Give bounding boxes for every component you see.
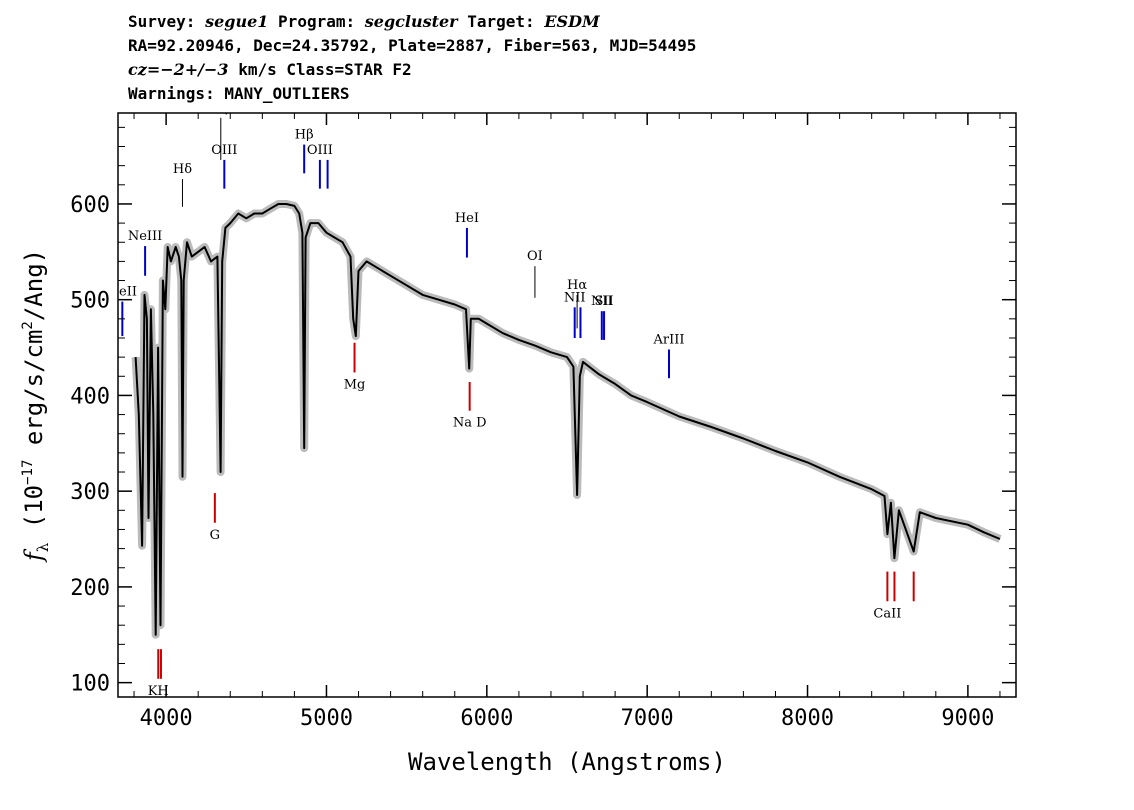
spectral-line-label-3: Hγ xyxy=(211,101,230,116)
spectral-line-label-21: CaII xyxy=(873,606,901,621)
spectral-line-label-6: OIII xyxy=(307,143,333,158)
x-tick-label-8000: 8000 xyxy=(781,706,834,731)
header-line-survey: Survey: segue1 Program: segcluster Targe… xyxy=(128,10,1088,34)
y-tick-label-100: 100 xyxy=(70,672,110,697)
header-line-redshift: cz=−2+/−3 km/s Class=STAR F2 xyxy=(128,58,1088,82)
x-tick-label-6000: 6000 xyxy=(460,706,513,731)
flux-error-band xyxy=(131,200,1002,639)
program-label: Program: xyxy=(278,12,356,31)
spectral-line-label-0: NeII xyxy=(108,285,137,300)
flux-spectrum-line xyxy=(134,203,1001,636)
spectral-line-label-19: KH xyxy=(148,684,169,699)
spectral-line-label-18: G xyxy=(210,528,220,543)
spectral-line-label-4: OIII xyxy=(211,143,237,158)
y-tick-label-200: 200 xyxy=(70,576,110,601)
x-tick-label-5000: 5000 xyxy=(300,706,353,731)
plot-frame xyxy=(117,112,1017,698)
cz-value: cz=−2+/−3 xyxy=(128,60,229,79)
y-axis-title: fλ (10−17 erg/s/cm2/Ang) xyxy=(20,249,52,563)
axis-ticks: 4000 5000 6000 7000 8000 9000 100 200 300 400 500 6… xyxy=(70,113,1016,731)
x-tick-label-7000: 7000 xyxy=(621,706,674,731)
y-tick-label-400: 400 xyxy=(70,384,110,409)
survey-value: segue1 xyxy=(205,12,269,31)
header-line-coords: RA=92.20946, Dec=24.35792, Plate=2887, F… xyxy=(128,36,697,55)
survey-label: Survey: xyxy=(128,12,196,31)
spectral-line-label-17: ArIII xyxy=(652,332,684,347)
x-tick-label-9000: 9000 xyxy=(941,706,994,731)
target-label: Target: xyxy=(467,12,535,31)
y-tick-label-600: 600 xyxy=(70,193,110,218)
y-tick-label-500: 500 xyxy=(70,289,110,314)
y-tick-label-300: 300 xyxy=(70,480,110,505)
spectral-line-label-11: OI xyxy=(527,249,543,264)
spectral-line-label-10: Na D xyxy=(453,416,487,431)
spectral-line-label-2: Hδ xyxy=(173,162,192,177)
spectral-line-label-13: Hα xyxy=(567,278,587,293)
x-tick-label-4000: 4000 xyxy=(140,706,193,731)
spectral-line-label-16: SII xyxy=(594,294,613,309)
spectrum-header: Survey: segue1 Program: segcluster Targe… xyxy=(128,10,1088,106)
spectral-line-label-12: NII xyxy=(564,290,586,305)
program-value: segcluster xyxy=(364,12,458,31)
spectral-line-label-5: Hβ xyxy=(295,128,314,143)
class-value: km/s Class=STAR F2 xyxy=(228,60,412,79)
spectral-line-label-15: NII xyxy=(591,294,613,309)
spectral-line-label-8: Mg xyxy=(344,377,366,392)
target-value: ESDM xyxy=(544,12,600,31)
x-axis-title: Wavelength (Angstroms) xyxy=(408,748,726,776)
header-line-warnings: Warnings: MANY_OUTLIERS xyxy=(128,84,350,103)
spectral-line-label-9: HeI xyxy=(455,211,479,226)
spectral-line-label-1: NeIII xyxy=(128,229,162,244)
